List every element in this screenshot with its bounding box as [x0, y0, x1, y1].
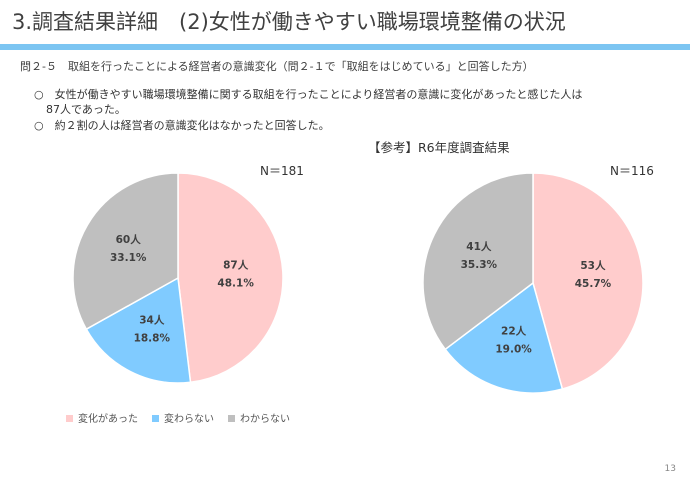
data-label-percent: 35.3%: [461, 259, 498, 271]
data-label-percent: 33.1%: [110, 252, 147, 264]
data-label-count: 87人: [223, 259, 249, 272]
data-label-count: 22人: [501, 324, 527, 337]
legend: 変化があった 変わらない わからない: [66, 410, 290, 425]
title-underline-bar: [0, 44, 690, 50]
legend-label: 変化があった: [78, 414, 138, 425]
pie-slice: [444, 281, 564, 394]
reference-title: 【参考】R6年度調査結果: [368, 140, 510, 155]
n-label-left: N＝181: [260, 164, 304, 178]
bullet-2: ○ 約２割の人は経営者の意識変化はなかったと回答した。: [34, 119, 330, 132]
page-number: 13: [664, 464, 676, 474]
pie-slice: [72, 172, 179, 331]
pie-slice: [422, 172, 534, 351]
pie-slice: [532, 172, 644, 390]
page-title: 3.調査結果詳細 (2)女性が働きやすい職場環境整備の状況: [12, 10, 566, 34]
data-label-percent: 45.7%: [575, 278, 612, 290]
data-label-count: 34人: [139, 313, 165, 326]
legend-label: わからない: [240, 414, 290, 425]
data-label-percent: 18.8%: [134, 332, 171, 344]
question-text: 問２-５ 取組を行ったことによる経営者の意識変化（問２-１で「取組をはじめている…: [20, 60, 534, 73]
data-label-percent: 19.0%: [495, 343, 532, 355]
legend-item-changed: 変化があった: [66, 410, 138, 425]
data-label-count: 53人: [580, 259, 606, 272]
legend-item-unchanged: 変わらない: [152, 410, 214, 425]
data-label-percent: 48.1%: [217, 278, 254, 290]
data-label-count: 41人: [466, 240, 492, 253]
bullet-1: ○ 女性が働きやすい職場環境整備に関する取組を行ったことにより経営者の意識に変化…: [34, 88, 583, 101]
legend-label: 変わらない: [164, 414, 214, 425]
pie-slice: [85, 276, 192, 384]
bullet-1-cont: 87人であった。: [46, 103, 126, 116]
pie-slice: [177, 172, 284, 384]
legend-item-unknown: わからない: [228, 410, 290, 425]
n-label-right: N＝116: [610, 164, 654, 178]
data-label-count: 60人: [116, 233, 142, 246]
